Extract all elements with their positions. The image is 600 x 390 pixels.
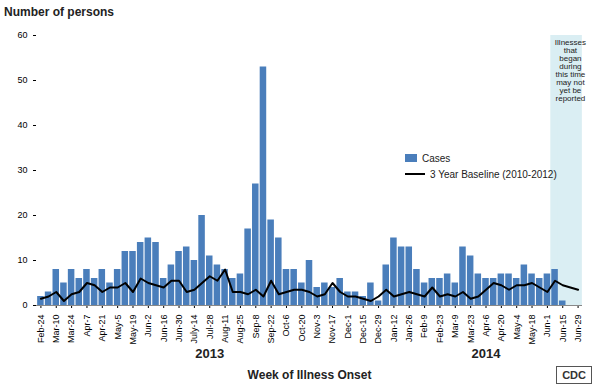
svg-text:50: 50 [17,75,27,85]
svg-text:July-14: July-14 [189,315,199,344]
svg-text:Jan-12: Jan-12 [389,315,399,343]
svg-text:Jun-2: Jun-2 [143,315,153,338]
svg-text:Dec-1: Dec-1 [343,315,353,339]
svg-text:Apr-21: Apr-21 [97,315,107,342]
svg-text:Dec-15: Dec-15 [358,315,368,344]
svg-text:Mar-23: Mar-23 [466,315,476,344]
svg-text:Mar-9: Mar-9 [450,315,460,339]
svg-text:Dec-29: Dec-29 [373,315,383,344]
html-text:Number of persons: Number of persons [4,5,114,19]
svg-text:60: 60 [17,30,27,40]
svg-text:40: 40 [17,120,27,130]
svg-text:Jan-26: Jan-26 [404,315,414,343]
svg-text:Mar-24: Mar-24 [66,315,76,344]
svg-text:Jun-15: Jun-15 [558,315,568,343]
svg-text:Jul-28: Jul-28 [205,315,215,340]
svg-text:Mar-10: Mar-10 [51,315,61,344]
svg-text:20: 20 [17,210,27,220]
svg-text:Apr-6: Apr-6 [481,315,491,337]
svg-text:30: 30 [17,165,27,175]
svg-text:Aug-11: Aug-11 [220,315,230,343]
svg-text:Sep-8: Sep-8 [251,315,261,339]
svg-text:Oct-6: Oct-6 [281,315,291,337]
svg-text:Apr-20: Apr-20 [496,315,506,342]
svg-text:Apr-7: Apr-7 [82,315,92,337]
html-text:CDC: CDC [562,369,586,381]
svg-text:Feb-24: Feb-24 [36,315,46,344]
svg-text:Feb-23: Feb-23 [435,315,445,344]
svg-text:Oct-20: Oct-20 [297,315,307,342]
svg-text:May-19: May-19 [128,315,138,345]
svg-text:Sep-22: Sep-22 [266,315,276,344]
svg-text:Aug-25: Aug-25 [235,315,245,344]
svg-text:Jun-29: Jun-29 [573,315,583,343]
svg-text:2014: 2014 [472,346,502,361]
svg-text:Jun-30: Jun-30 [174,315,184,343]
svg-text:2013: 2013 [195,346,224,361]
svg-text:May-18: May-18 [527,315,537,345]
html-text:Cases: Cases [422,152,451,164]
svg-text:Jun-1: Jun-1 [542,315,552,338]
svg-text:Feb-9: Feb-9 [419,315,429,339]
svg-text:Illnessesthatbeganduringthis t: Illnessesthatbeganduringthis timemay not… [555,38,586,103]
svg-text:Nov-3: Nov-3 [312,315,322,339]
svg-text:May-4: May-4 [512,315,522,340]
svg-text:Week of Illness Onset: Week of Illness Onset [248,368,372,382]
svg-text:Nov-17: Nov-17 [327,315,337,344]
html-text:3 Year Baseline (2010-2012): 3 Year Baseline (2010-2012) [430,168,557,180]
svg-text:May-5: May-5 [113,315,123,340]
svg-text:10: 10 [17,255,27,265]
svg-text:0: 0 [22,300,27,310]
svg-text:Jun-16: Jun-16 [159,315,169,343]
